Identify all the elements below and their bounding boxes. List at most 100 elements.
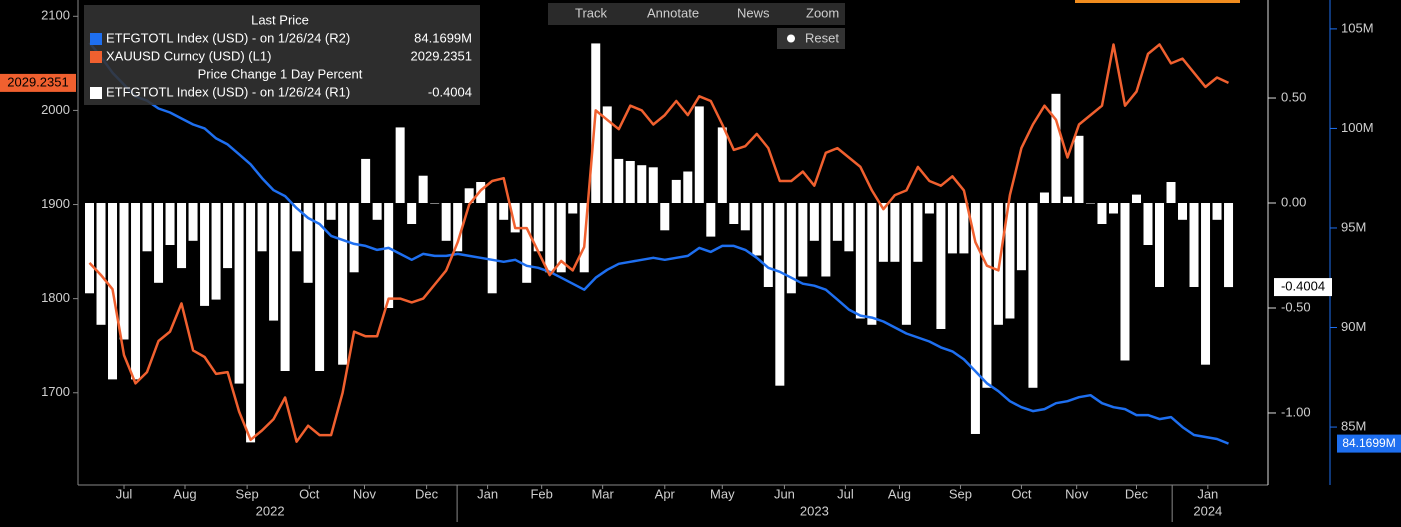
bar [1085, 203, 1095, 204]
y2-tick-label: -1.00 [1281, 404, 1311, 419]
x-tick-label: Nov [1065, 486, 1089, 501]
bar [418, 175, 428, 204]
legend-swatch [90, 51, 102, 63]
legend-swatch [90, 87, 102, 99]
legend-group-title: Last Price [251, 12, 309, 27]
x-tick-label: Aug [173, 486, 196, 501]
bar [901, 203, 911, 325]
bar [1178, 203, 1188, 220]
legend-group-title: Price Change 1 Day Percent [198, 66, 363, 81]
bar [913, 203, 923, 262]
last-value-tag-label: -0.4004 [1281, 279, 1325, 294]
line-series [88, 43, 1230, 443]
bar [338, 203, 348, 365]
y3-tick-label: 95M [1341, 219, 1366, 234]
y3-tick-label: 90M [1341, 319, 1366, 334]
bar [602, 106, 612, 204]
bar [257, 203, 267, 252]
y2-tick-label: -0.50 [1281, 299, 1311, 314]
reset-button[interactable] [777, 28, 845, 49]
last-value-tag [1337, 434, 1401, 453]
bar [1005, 203, 1015, 319]
bar [303, 203, 313, 283]
toolbar-zoom[interactable]: Zoom [806, 5, 839, 20]
bar [280, 203, 290, 371]
bar [142, 203, 152, 252]
bar [315, 203, 325, 371]
toolbar: Track Annotate News Zoom Reset [548, 3, 845, 49]
bar [476, 182, 486, 204]
plot-area [85, 42, 1234, 445]
bar [1155, 203, 1165, 287]
bar [763, 203, 773, 287]
x-tick-label: Dec [1125, 486, 1149, 501]
bar [556, 203, 566, 273]
bar [522, 203, 532, 283]
toolbar-news[interactable]: News [737, 5, 770, 20]
bar [441, 203, 451, 241]
bar [1039, 192, 1049, 204]
x-tick-label: Sep [949, 486, 972, 501]
bar [936, 203, 946, 329]
bar [717, 127, 727, 204]
x-tick-label: Dec [415, 486, 439, 501]
x-tick-label: Jan [1197, 486, 1218, 501]
legend-value: 2029.2351 [411, 48, 472, 63]
bar [660, 203, 670, 231]
bar [878, 203, 888, 262]
bar [637, 165, 647, 204]
bar [982, 203, 992, 388]
bar [487, 203, 497, 294]
bar [832, 203, 842, 241]
x-tick-label: Feb [530, 486, 552, 501]
bar [1131, 194, 1141, 204]
bar [1212, 203, 1222, 220]
bar [809, 203, 819, 241]
legend: Last Price ETFGTOTL Index (USD) - on 1/26… [84, 5, 480, 105]
reset-label[interactable]: Reset [805, 30, 839, 45]
y-tick-label: 1700 [41, 384, 70, 399]
x-tick-label: Oct [1011, 486, 1032, 501]
toolbar-annotate[interactable]: Annotate [647, 5, 699, 20]
bar [821, 203, 831, 277]
bar [292, 203, 302, 252]
legend-entry: XAUUSD Curncy (USD) (L1) [106, 48, 271, 63]
bar [234, 203, 244, 384]
bar [752, 203, 762, 256]
bar [1120, 203, 1130, 361]
bar [545, 203, 555, 273]
bar [694, 106, 704, 204]
toolbar-track[interactable]: Track [575, 5, 608, 20]
bar [786, 203, 796, 294]
y2-tick-label: 0.00 [1281, 194, 1306, 209]
bar [464, 188, 474, 204]
legend-swatch [90, 33, 102, 45]
bar [384, 203, 394, 308]
last-value-tag [0, 73, 76, 92]
legend-value: -0.4004 [428, 84, 472, 99]
bar [165, 203, 175, 245]
bar [269, 203, 279, 321]
x-tick-label: Jul [837, 486, 854, 501]
bar [625, 161, 635, 204]
bar [430, 203, 440, 204]
y3-tick-label: 100M [1341, 120, 1374, 135]
bar [349, 203, 359, 273]
x-tick-label: Nov [353, 486, 377, 501]
bar [407, 203, 417, 225]
bar [326, 203, 336, 220]
bar [1062, 196, 1072, 204]
y-tick-label: 1800 [41, 290, 70, 305]
x-tick-label: Oct [299, 486, 320, 501]
bar [499, 203, 509, 220]
bar [1201, 203, 1211, 365]
reset-icon [787, 34, 795, 43]
x-tick-label: Jun [774, 486, 795, 501]
bar [844, 203, 854, 252]
bar [395, 127, 405, 204]
bar [1189, 203, 1199, 287]
bar [924, 203, 934, 214]
bar [96, 203, 106, 325]
bar [372, 203, 382, 220]
bar [970, 203, 980, 434]
